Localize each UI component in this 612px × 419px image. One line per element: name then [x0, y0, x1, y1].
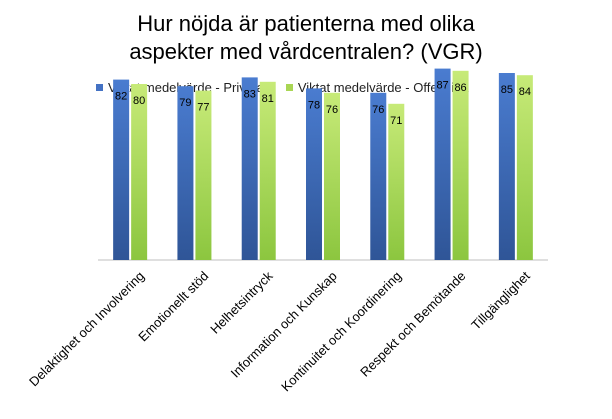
data-label-privata-0: 82: [115, 91, 127, 103]
legend-label-offentliga: Viktat medelvärde - Offentliga: [297, 79, 469, 95]
data-label-offentliga-4: 71: [390, 115, 402, 127]
data-label-offentliga-2: 81: [262, 93, 274, 105]
data-label-offentliga-6: 84: [519, 86, 531, 98]
x-tick-label-1: Emotionellt stöd: [135, 268, 211, 344]
x-tick-label-3: Information och Kunskap: [228, 268, 340, 380]
chart-title-line-1: Hur nöjda är patienterna med olika: [137, 11, 475, 36]
data-label-privata-6: 85: [501, 84, 513, 96]
x-tick-label-5: Respekt och Bemötande: [357, 268, 468, 379]
data-label-offentliga-0: 80: [133, 95, 145, 107]
bar-offentliga-4: [388, 103, 405, 260]
bar-privata-6: [498, 73, 515, 260]
bar-privata-3: [306, 88, 322, 261]
bar-offentliga-5: [452, 70, 469, 260]
bar-offentliga-1: [195, 90, 212, 260]
data-label-privata-4: 76: [372, 104, 384, 116]
data-label-privata-3: 78: [308, 99, 320, 111]
bar-offentliga-2: [259, 81, 276, 260]
bar-offentliga-6: [516, 75, 533, 260]
bar-privata-0: [113, 79, 130, 260]
x-tick-label-0: Delaktighet och Involvering: [26, 268, 147, 389]
bar-offentliga-3: [324, 92, 340, 260]
bar-privata-2: [241, 77, 258, 261]
legend-swatch-offentliga: [285, 83, 293, 91]
bar-privata-4: [370, 92, 387, 260]
bar-privata-5: [434, 68, 451, 260]
data-label-offentliga-3: 76: [326, 104, 338, 116]
chart-title: Hur nöjda är patienterna med olika aspek…: [0, 10, 612, 66]
bar-privata-1: [177, 86, 194, 260]
x-tick-label-4: Kontinuitet och Koordinering: [278, 268, 404, 394]
legend-item-offentliga: Viktat medelvärde - Offentliga: [285, 79, 469, 95]
data-label-privata-2: 83: [244, 88, 256, 100]
chart-title-line-2: aspekter med vårdcentralen? (VGR): [129, 39, 483, 64]
data-label-privata-1: 79: [179, 97, 191, 109]
x-tick-label-2: Helhetsintryck: [207, 268, 276, 337]
data-label-offentliga-1: 77: [197, 102, 209, 114]
x-tick-label-6: Tillgänglighet: [468, 268, 533, 333]
bar-offentliga-0: [131, 84, 148, 260]
data-label-offentliga-5: 86: [454, 82, 466, 94]
data-label-privata-5: 87: [436, 80, 448, 92]
legend-swatch-privata: [96, 83, 103, 91]
